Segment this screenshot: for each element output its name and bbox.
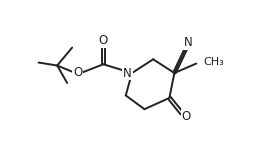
Text: O: O <box>182 110 191 123</box>
Text: N: N <box>184 36 193 49</box>
Text: O: O <box>99 34 108 47</box>
Text: CH₃: CH₃ <box>203 57 224 67</box>
Text: N: N <box>123 66 132 80</box>
Text: O: O <box>73 66 83 79</box>
